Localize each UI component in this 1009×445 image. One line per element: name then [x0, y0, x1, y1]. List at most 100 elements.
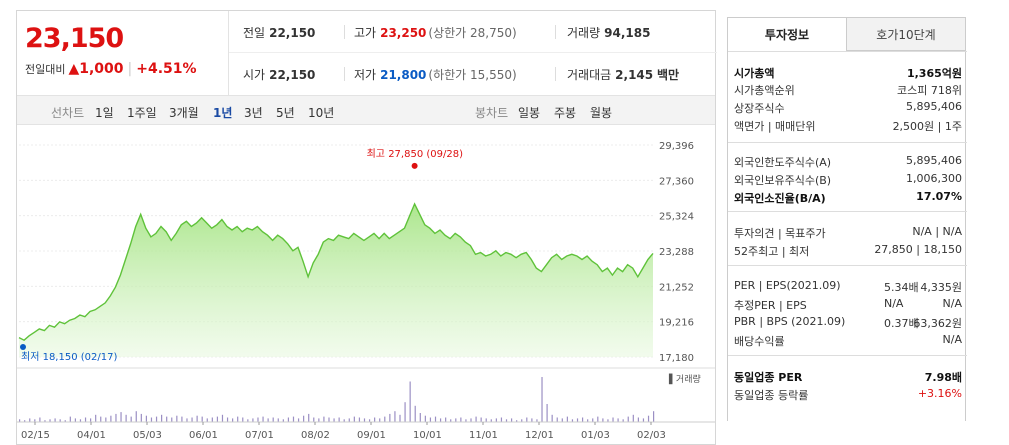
- tab-1day[interactable]: 1일: [95, 106, 114, 120]
- volume-bar: [536, 419, 538, 422]
- volume-bar: [237, 416, 239, 422]
- tab-3year[interactable]: 3년: [244, 106, 263, 120]
- info-value: 27,850 | 18,150: [874, 243, 962, 256]
- price-area: [19, 203, 653, 357]
- volume-bar: [313, 417, 315, 422]
- info-row: 외국인소진율(B/A) 17.07%: [734, 190, 962, 208]
- x-tick-label: 02/15: [21, 430, 50, 441]
- info-row: PER | EPS(2021.09) 5.34배 4,335원: [734, 279, 962, 297]
- divider: [728, 211, 967, 212]
- y-tick-label: 21,252: [659, 282, 694, 293]
- tab-1week[interactable]: 1주일: [127, 106, 157, 120]
- volume-bar: [277, 418, 279, 422]
- volume-bar: [19, 419, 21, 422]
- info-row: 액면가 | 매매단위 2,500원 | 1주: [734, 118, 962, 136]
- x-tick-label: 07/01: [245, 430, 274, 441]
- volume-bar: [490, 419, 492, 422]
- info-label: 상장주식수: [734, 102, 785, 115]
- info-value: 5,895,406: [906, 154, 962, 167]
- volume-bar: [171, 417, 173, 422]
- tab-5year[interactable]: 5년: [276, 106, 295, 120]
- volume-bar: [196, 415, 198, 422]
- volume-bar: [637, 417, 639, 422]
- volume-bar: [495, 418, 497, 422]
- info-mid-value: N/A: [884, 297, 904, 310]
- tab-monthly-candle[interactable]: 월봉: [590, 106, 613, 120]
- volume-bar: [587, 419, 589, 422]
- volume-bar: [64, 420, 66, 422]
- volume-legend: ▌거래량: [668, 373, 701, 385]
- price-change: 전일대비 ▲1,000 | +4.51%: [25, 61, 197, 77]
- volume-bar: [556, 417, 558, 422]
- tab-weekly-candle[interactable]: 주봉: [554, 106, 577, 120]
- volume-bar: [541, 377, 543, 422]
- tab-daily-candle[interactable]: 일봉: [518, 106, 541, 120]
- volume-bar: [439, 418, 442, 422]
- price-summary: 23,150 전일대비 ▲1,000 | +4.51%: [17, 11, 229, 95]
- volume-bar: [551, 414, 553, 422]
- low-marker: [20, 344, 26, 350]
- tab-3month[interactable]: 3개월: [169, 106, 199, 120]
- volume-bar: [303, 415, 305, 422]
- volume-bar: [44, 420, 46, 422]
- volume-bar: [465, 419, 467, 422]
- volume-bar: [262, 416, 264, 422]
- volume-bar: [120, 412, 122, 422]
- low-annotation: 최저 18,150 (02/17): [21, 351, 117, 363]
- volume-bar: [384, 416, 386, 422]
- x-tick-label: 02/03: [637, 430, 666, 441]
- volume-bar: [358, 417, 361, 422]
- info-row: 배당수익률 N/A: [734, 333, 962, 351]
- info-label: 시가총액순위: [734, 84, 795, 97]
- info-row: 추정PER | EPS N/A N/A: [734, 297, 962, 315]
- volume-bar: [500, 417, 503, 422]
- volume-bar: [546, 404, 548, 422]
- info-label: 외국인한도주식수(A): [734, 156, 832, 169]
- info-value: N/A: [942, 333, 962, 346]
- volume-bar: [105, 417, 107, 422]
- divider: [728, 51, 967, 52]
- info-row: 시가총액순위 코스피 718위: [734, 82, 962, 100]
- volume-bar: [161, 414, 163, 422]
- volume-bar: [54, 418, 56, 422]
- volume-bar: [581, 417, 584, 422]
- volume-bar: [653, 411, 655, 422]
- divider: [728, 142, 967, 143]
- y-tick-label: 27,360: [659, 176, 694, 187]
- tab-1year[interactable]: 1년: [213, 106, 233, 120]
- volume-bar: [59, 419, 61, 422]
- volume-bar: [191, 417, 193, 422]
- tab-order-book[interactable]: 호가10단계: [846, 17, 966, 51]
- price-stats: 전일 22,150 고가 23,250 (상한가 28,750) 거래량 94,185 …: [229, 11, 717, 95]
- x-tick-label: 10/01: [413, 430, 442, 441]
- volume-bar: [379, 418, 381, 422]
- prev-close: 전일 22,150: [243, 26, 316, 40]
- volume-bar: [49, 419, 51, 422]
- divider: [344, 25, 345, 39]
- volume-bar: [216, 416, 219, 422]
- tab-10year[interactable]: 10년: [308, 106, 335, 120]
- y-tick-label: 29,396: [659, 141, 694, 152]
- volume-bar: [510, 418, 513, 422]
- volume-bar: [455, 418, 457, 422]
- volume-bar: [429, 417, 432, 422]
- y-tick-label: 19,216: [659, 318, 694, 329]
- info-value: N/A | N/A: [912, 225, 962, 238]
- price-chart: 29,396 27,360 25,324 23,288 21,252 19,216 17,1…: [17, 141, 715, 441]
- volume-bar: [505, 419, 508, 422]
- tab-investment-info[interactable]: 투자정보: [727, 17, 847, 51]
- volume-bar: [135, 411, 137, 422]
- volume-bar: [531, 418, 533, 422]
- volume-bar: [521, 419, 523, 422]
- volume-bar: [592, 418, 594, 422]
- volume-bar: [145, 415, 147, 422]
- high-price: 고가 23,250 (상한가 28,750): [354, 26, 517, 40]
- volume-bar: [561, 418, 563, 422]
- info-label: 배당수익률: [734, 335, 785, 348]
- volume-bar: [516, 420, 518, 422]
- volume-bar: [419, 413, 421, 422]
- info-label: 52주최고 | 최저: [734, 245, 810, 258]
- volume-bar: [84, 417, 87, 422]
- low-price: 저가 21,800 (하한가 15,550): [354, 68, 517, 82]
- y-tick-label: 25,324: [659, 212, 694, 223]
